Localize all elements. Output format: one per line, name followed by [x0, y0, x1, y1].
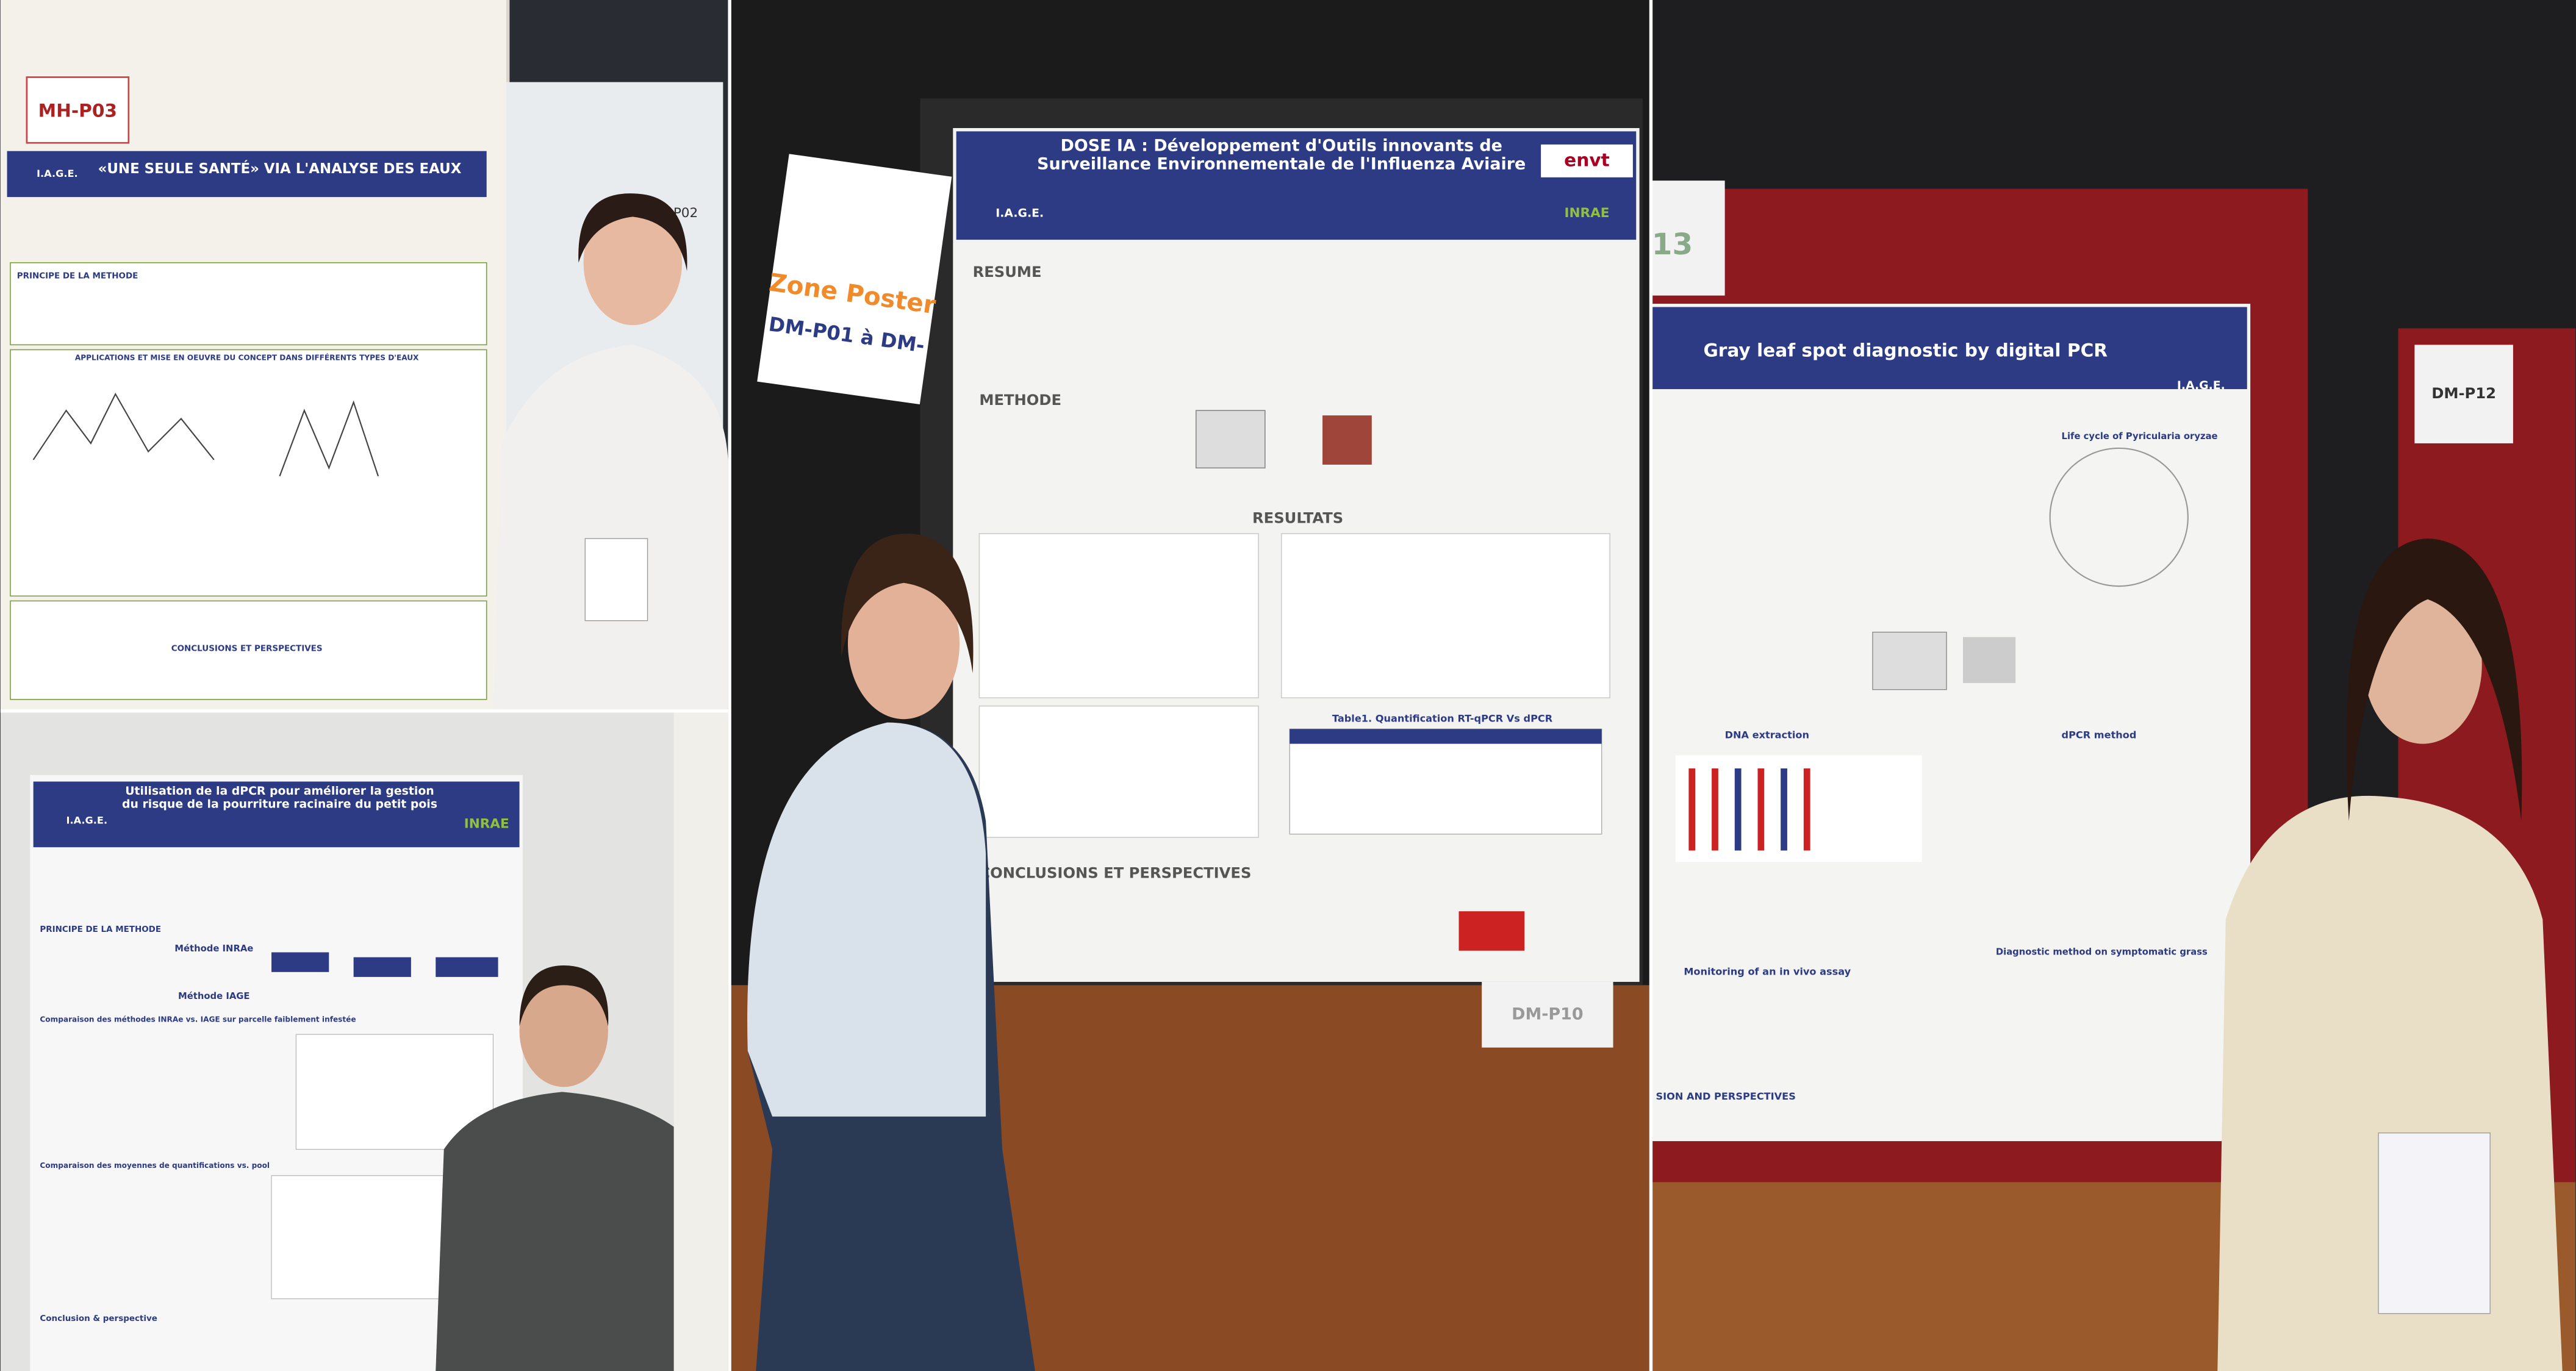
section-title: Méthode INRAe — [174, 943, 253, 954]
title-band — [956, 131, 1637, 240]
partner-logo: INRAE — [1565, 206, 1610, 221]
section-title: METHODE — [979, 392, 1061, 409]
person-face — [847, 568, 960, 720]
wall-panel — [673, 709, 728, 1371]
poster-title: Utilisation de la dPCR pour améliorer la… — [121, 784, 437, 811]
title-band — [7, 151, 487, 198]
poster-title: Gray leaf spot diagnostic by digital PCR — [1703, 340, 2108, 361]
device-icon — [1195, 410, 1266, 469]
section-title: dPCR method — [2062, 729, 2137, 741]
person-hair — [2346, 539, 2522, 822]
person — [436, 1092, 710, 1371]
poster-title: DOSE IA : Développement d'Outils innovan… — [1037, 138, 1526, 174]
results-box — [978, 533, 1259, 698]
logo: I.A.G.E. — [66, 815, 107, 826]
partner-logo: envt — [1564, 149, 1610, 170]
divider — [1649, 0, 1653, 1371]
section-title: APPLICATIONS ET MISE EN OEUVRE DU CONCEP… — [75, 353, 419, 362]
section-title: CONCLUSIONS ET PERSPECTIVES — [979, 864, 1251, 881]
section-title: RESUME — [973, 263, 1042, 281]
section-title: Méthode IAGE — [178, 991, 250, 1001]
label-card — [26, 76, 130, 144]
section-box — [10, 349, 487, 597]
section-title: Life cycle of Pyricularia oryzae — [2062, 431, 2218, 442]
poster-bar — [1712, 768, 1718, 851]
person-shirt — [747, 722, 986, 1117]
person-face — [583, 200, 683, 326]
logo: I.A.G.E. — [996, 207, 1044, 220]
table-title: Table1. Quantification RT-qPCR Vs dPCR — [1332, 713, 1553, 725]
poster-label: MH-P03 — [38, 101, 117, 121]
person-hair — [578, 193, 687, 271]
section-title: CONCLUSIONS ET PERSPECTIVES — [171, 644, 323, 653]
label-card — [1482, 981, 1613, 1048]
poster-chart — [271, 1175, 453, 1300]
panel-bottom-left: I.A.G.E. Utilisation de la dPCR pour amé… — [0, 709, 728, 1371]
poster-bars — [1675, 755, 1922, 862]
poster-bar — [1688, 768, 1696, 851]
poster-bar — [1781, 768, 1787, 851]
panel-right: 13 DM-P12 Gray leaf spot diagnostic by d… — [1651, 0, 2576, 1371]
poster-bar — [1734, 768, 1742, 851]
partner-box — [1541, 144, 1633, 177]
device-icon — [1872, 631, 1947, 690]
sponsor-logo — [1458, 911, 1525, 951]
panel-middle: Zone Poster DM-P01 à DM- I.A.G.E. DOSE I… — [728, 0, 1651, 1371]
person — [493, 345, 728, 710]
section-title: PRINCIPE DE LA METHODE — [40, 925, 161, 934]
poster-graph — [32, 392, 215, 460]
person-face — [519, 975, 608, 1087]
poster-title-box: Utilisation de la dPCR pour améliorer la… — [121, 784, 437, 811]
poster-bar — [1803, 768, 1810, 851]
section-title: Diagnostic method on symptomatic grass — [1996, 947, 2208, 957]
title-band — [1651, 307, 2247, 390]
section-title: Comparaison des moyennes de quantificati… — [40, 1161, 270, 1170]
section-title: SION AND PERSPECTIVES — [1656, 1090, 1796, 1102]
section-title: RESULTATS — [1252, 510, 1343, 527]
section-title: Monitoring of an in vivo assay — [1684, 965, 1851, 977]
section-title: Conclusion & perspective — [40, 1314, 157, 1323]
poster — [1651, 304, 2251, 1142]
section-box — [10, 600, 487, 700]
label-card — [2414, 345, 2513, 443]
poster-label: DM-P10 — [1512, 1004, 1583, 1023]
method-box — [436, 957, 498, 977]
cycle-diagram — [2049, 447, 2189, 587]
poster-bar — [1757, 768, 1765, 851]
sign — [757, 154, 952, 405]
section-title: Comparaison des méthodes INRAe vs. IAGE … — [40, 1015, 356, 1023]
logo: I.A.G.E. — [37, 168, 78, 179]
divider — [728, 0, 731, 1371]
person-hair — [519, 965, 609, 1026]
section-title: PRINCIPE DE LA METHODE — [17, 271, 138, 281]
section-box — [10, 262, 487, 346]
table-header — [1290, 729, 1602, 744]
results-box — [978, 705, 1259, 838]
title-band — [33, 781, 520, 848]
board-number: 13 — [1652, 227, 1693, 262]
poster-label: DM-P12 — [2431, 385, 2496, 402]
poster-title: «UNE SEULE SANTÉ» VIA L'ANALYSE DES EAUX — [98, 160, 462, 177]
table — [1289, 728, 1602, 835]
method-box — [353, 957, 411, 977]
badge — [2378, 1132, 2491, 1314]
method-box — [271, 952, 329, 972]
partner-logo: INRAE — [464, 816, 509, 831]
logo: I.A.G.E. — [2177, 379, 2225, 392]
zone-sign: Zone Poster DM-P01 à DM- — [757, 154, 952, 405]
board-card — [1651, 181, 1725, 296]
badge — [584, 538, 648, 621]
poster-graph — [279, 400, 379, 477]
plate-icon — [1963, 637, 2016, 683]
section-title: DNA extraction — [1725, 729, 1809, 741]
panel-top-left: MP-P02 MH-P03 I.A.G.E. «UNE SEULE SANTÉ»… — [0, 0, 728, 710]
results-box — [1280, 533, 1610, 698]
divider — [0, 709, 728, 713]
plate-icon — [1322, 415, 1372, 465]
person-hair — [841, 533, 974, 673]
poster-title-box: DOSE IA : Développement d'Outils innovan… — [1037, 138, 1526, 174]
